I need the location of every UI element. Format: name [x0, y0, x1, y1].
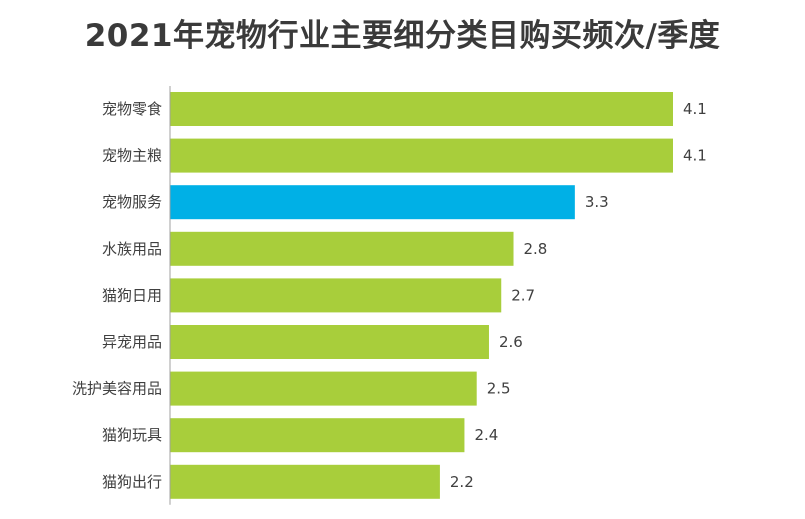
- category-label-8: 猫狗玩具: [102, 426, 162, 444]
- value-label-8: 2.4: [474, 426, 498, 444]
- chart-title: 2021年宠物行业主要细分类目购买频次/季度: [84, 18, 721, 54]
- value-label-6: 2.6: [499, 333, 523, 351]
- bar-4: [170, 231, 514, 266]
- bar-2: [170, 138, 673, 173]
- category-label-2: 宠物主粮: [102, 147, 162, 165]
- value-label-9: 2.2: [450, 473, 474, 491]
- bar-3: [170, 185, 575, 220]
- value-label-4: 2.8: [524, 240, 548, 258]
- category-label-9: 猫狗出行: [102, 473, 162, 491]
- category-label-7: 洗护美容用品: [72, 380, 162, 398]
- category-label-1: 宠物零食: [102, 100, 162, 118]
- value-label-3: 3.3: [585, 193, 609, 211]
- category-label-6: 异宠用品: [102, 333, 162, 351]
- bar-8: [170, 418, 465, 453]
- value-label-5: 2.7: [511, 286, 535, 304]
- bar-6: [170, 325, 489, 359]
- value-label-7: 2.5: [487, 380, 511, 398]
- value-label-1: 4.1: [683, 100, 707, 118]
- bar-9: [170, 464, 440, 499]
- bar-1: [170, 92, 673, 126]
- category-label-3: 宠物服务: [102, 193, 162, 211]
- category-label-5: 猫狗日用: [102, 286, 162, 304]
- category-label-4: 水族用品: [102, 240, 162, 258]
- bar-7: [170, 371, 477, 406]
- value-label-2: 4.1: [683, 147, 707, 165]
- bar-5: [170, 278, 502, 313]
